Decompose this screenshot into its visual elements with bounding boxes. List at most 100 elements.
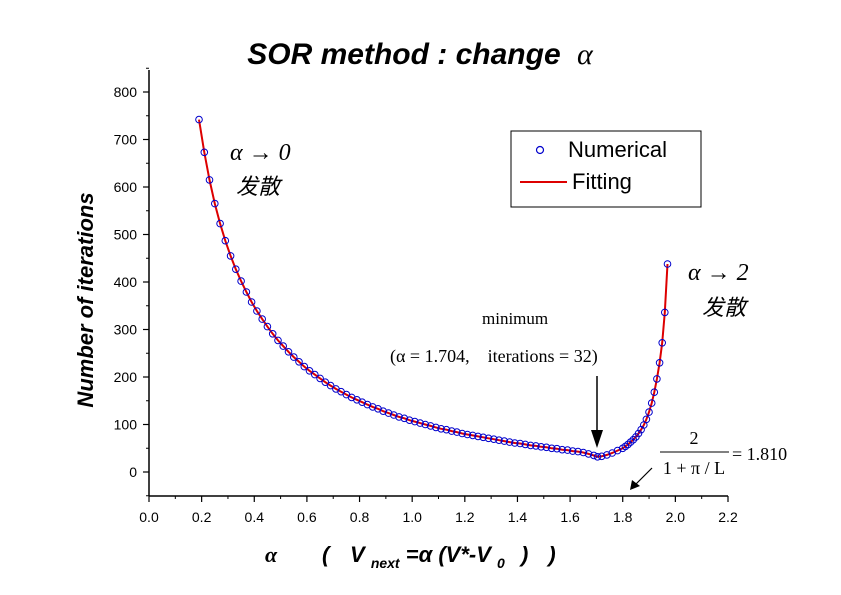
- x-axis-v0-sub: 0: [497, 555, 505, 571]
- data-point: [645, 408, 653, 416]
- data-point: [500, 437, 509, 445]
- legend: Numerical Fitting: [510, 130, 702, 208]
- data-point: [405, 416, 414, 425]
- data-point: [279, 342, 288, 350]
- y-tick-label: 0: [129, 464, 137, 480]
- x-tick-label: 1.8: [613, 509, 633, 525]
- x-axis-eq: =α (V*-V: [406, 542, 493, 567]
- data-point: [295, 358, 303, 366]
- formula-numerator: 2: [690, 428, 699, 448]
- data-point: [416, 419, 424, 427]
- left-diverge-annotation: 发散: [236, 174, 283, 199]
- data-point: [484, 434, 493, 443]
- x-axis-label: α ( V next =α (V*-V 0 ) ): [265, 542, 556, 573]
- data-point: [661, 308, 669, 317]
- x-tick-label: 0.4: [245, 509, 265, 525]
- data-point: [547, 444, 556, 453]
- data-point: [242, 288, 251, 296]
- formula-arrow: [630, 467, 653, 490]
- x-tick-label: 0.6: [297, 509, 317, 525]
- data-point: [490, 435, 498, 444]
- data-point: [597, 452, 606, 461]
- formula-result: = 1.810: [732, 444, 787, 464]
- data-point: [411, 417, 419, 426]
- data-point: [258, 315, 267, 323]
- legend-numerical-label: Numerical: [568, 137, 667, 162]
- y-tick-label: 500: [114, 227, 138, 243]
- data-point: [311, 370, 319, 379]
- x-tick-label: 0.2: [192, 509, 212, 525]
- data-point: [663, 260, 672, 268]
- data-point: [584, 450, 593, 458]
- data-point: [537, 443, 545, 451]
- data-point: [226, 252, 235, 260]
- data-point: [205, 176, 214, 184]
- data-point: [384, 409, 393, 417]
- x-axis-v-next: V: [350, 542, 367, 567]
- data-point: [442, 425, 451, 434]
- data-point: [553, 444, 561, 453]
- data-point: [447, 427, 456, 435]
- data-point: [458, 429, 467, 438]
- data-point: [211, 199, 219, 208]
- x-tick-label: 0.0: [139, 509, 159, 525]
- data-point: [237, 277, 245, 285]
- data-point: [521, 440, 530, 449]
- data-point: [379, 407, 388, 416]
- data-point: [624, 440, 632, 449]
- x-axis-ticks: 0.0 0.2 0.4 0.6 0.8 1.0 1.2 1.4 1.6 1.8 2.0 2.2: [139, 496, 738, 525]
- chart-title-text: SOR method : change: [247, 38, 560, 71]
- left-limit-annotation: α → 0: [230, 140, 291, 166]
- right-diverge-annotation: 发散: [702, 295, 749, 320]
- data-point: [290, 353, 298, 361]
- minimum-arrow: [591, 376, 603, 448]
- data-point: [326, 381, 335, 390]
- data-point: [432, 423, 440, 432]
- data-point: [390, 411, 398, 419]
- y-tick-label: 700: [114, 132, 138, 148]
- y-tick-label: 600: [114, 179, 138, 195]
- data-point: [474, 432, 482, 441]
- data-point: [642, 415, 651, 424]
- data-point: [505, 438, 514, 446]
- chart-title-symbol: α: [577, 38, 594, 71]
- numerical-points: [195, 115, 672, 461]
- data-point: [650, 388, 659, 397]
- data-point: [463, 430, 472, 439]
- data-point: [421, 420, 430, 429]
- data-point: [603, 451, 611, 459]
- data-point: [532, 442, 540, 450]
- x-tick-label: 0.8: [350, 509, 370, 525]
- x-tick-label: 2.2: [718, 509, 738, 525]
- legend-box: [510, 130, 702, 208]
- data-point: [593, 453, 602, 461]
- data-point: [437, 425, 445, 433]
- data-point: [542, 443, 551, 452]
- data-point: [426, 422, 435, 430]
- data-point: [511, 439, 519, 447]
- x-tick-label: 2.0: [666, 509, 686, 525]
- chart-title: SOR method : change α: [247, 38, 594, 71]
- data-point: [216, 219, 224, 228]
- data-point: [647, 399, 656, 407]
- data-point: [479, 433, 488, 442]
- y-tick-label: 200: [114, 369, 138, 385]
- y-tick-label: 400: [114, 274, 138, 290]
- data-point: [653, 375, 661, 383]
- data-point: [626, 438, 635, 446]
- data-point: [516, 439, 524, 448]
- data-point: [568, 447, 577, 455]
- data-point: [400, 414, 409, 423]
- data-point: [321, 378, 330, 387]
- x-tick-label: 1.6: [560, 509, 580, 525]
- x-axis-close-paren: ): [546, 542, 555, 567]
- minimum-title: minimum: [482, 309, 548, 328]
- y-tick-label: 300: [114, 322, 138, 338]
- formula-denominator: 1 + π / L: [663, 458, 725, 478]
- x-axis-close: ): [519, 542, 528, 567]
- y-tick-label: 100: [114, 417, 138, 433]
- data-point: [200, 148, 209, 157]
- minimum-detail: (α = 1.704, iterations = 32): [390, 346, 598, 367]
- data-point: [590, 451, 598, 460]
- x-axis-alpha: α: [265, 542, 278, 567]
